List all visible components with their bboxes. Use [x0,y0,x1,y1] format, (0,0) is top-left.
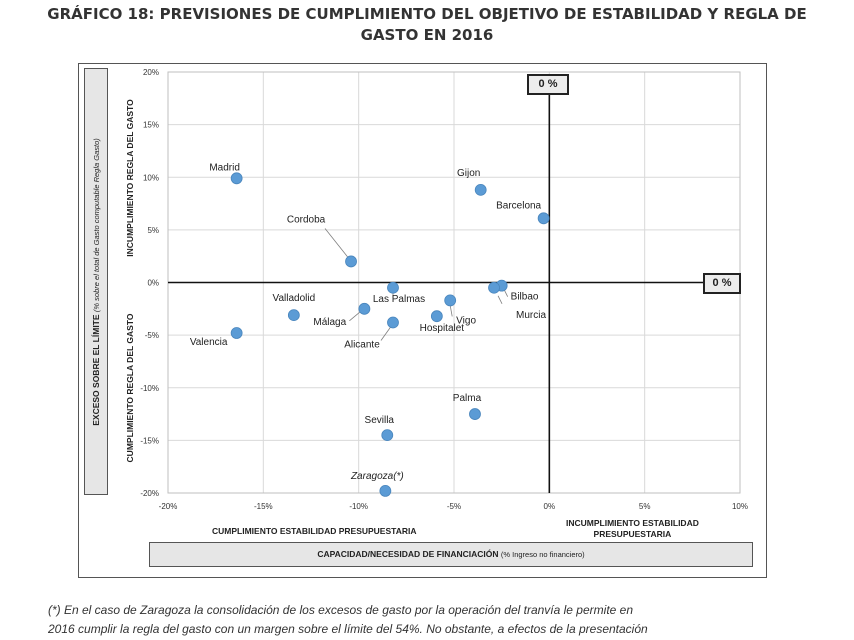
data-label: Barcelona [496,200,541,211]
quadrant-label-cumplimiento-estabilidad: CUMPLIMIENTO ESTABILIDAD PRESUPUESTARIA [212,526,417,536]
chart-title-line1: GRÁFICO 18: PREVISIONES DE CUMPLIMIENTO … [47,5,807,23]
y-tick-label: 5% [147,226,159,235]
y-tick-label: -20% [140,489,159,498]
data-label: Málaga [313,317,346,328]
y-tick-label: -5% [145,331,159,340]
data-label: Zaragoza(*) [350,471,404,482]
x-tick-label: 5% [639,502,651,511]
data-point [230,172,243,185]
data-label: Murcia [516,310,546,321]
x-tick-label: -10% [349,502,368,511]
x-axis-title-box: CAPACIDAD/NECESIDAD DE FINANCIACIÓN (% I… [149,542,753,567]
data-point [381,429,394,442]
x-tick-label: 0% [544,502,556,511]
leader-line [380,326,392,341]
chart-title: GRÁFICO 18: PREVISIONES DE CUMPLIMIENTO … [0,4,854,46]
y-tick-label: -15% [140,436,159,445]
x-tick-label: 10% [732,502,748,511]
data-point [230,327,243,339]
quadrant-label-incumplimiento-estabilidad: INCUMPLIMIENTO ESTABILIDAD PRESUPUESTARI… [566,518,699,540]
footnote: (*) En el caso de Zaragoza la consolidac… [48,601,818,639]
x-axis-title-main: CAPACIDAD/NECESIDAD DE FINANCIACIÓN [317,549,499,559]
data-label: Bilbao [511,292,539,303]
data-point [444,294,457,307]
x-axis-title-note: (% Ingreso no financiero) [500,550,585,559]
x-tick-label: -15% [254,502,273,511]
leader-line [497,295,503,304]
footnote-line2: 2016 cumplir la regla del gasto con un m… [48,622,648,636]
data-point [488,281,500,294]
data-label: Gijon [457,168,480,179]
x-tick-label: -5% [447,502,461,511]
data-point [387,316,399,329]
y-tick-label: 0% [147,279,159,288]
data-point [358,302,371,315]
data-point [379,484,392,497]
y-tick-label: 10% [143,173,159,182]
data-label: Palma [453,393,482,404]
data-label: Alicante [344,339,380,350]
quadrant-label-incumplimiento-l1: INCUMPLIMIENTO ESTABILIDAD [566,518,699,528]
leader-line [449,305,453,317]
zero-marker-right: 0 % [703,273,741,294]
data-label: Vigo [456,315,476,326]
y-axis-title-box: EXCESO SOBRE EL LÍMITE (% sobre el total… [84,68,108,495]
chart-title-line2: GASTO EN 2016 [360,26,494,44]
chart-frame [78,63,767,578]
data-point [469,408,481,420]
data-label: Hospitalet [420,323,465,334]
data-label: Valencia [190,337,228,348]
data-label: Sevilla [365,415,395,426]
zero-marker-top: 0 % [527,74,569,95]
y-tick-label: 15% [143,121,159,130]
leader-line [324,228,349,258]
quadrant-label-incumplimiento-l2: PRESUPUESTARIA [593,529,672,539]
data-point [345,255,357,268]
data-label: Madrid [209,162,240,173]
data-point [387,281,399,294]
y-tick-label: -10% [140,384,159,393]
footnote-line1: (*) En el caso de Zaragoza la consolidac… [48,603,634,617]
x-tick-label: -20% [159,502,178,511]
data-label: Valladolid [273,293,316,304]
data-label: Las Palmas [373,294,425,305]
data-point [287,309,300,322]
data-label: Cordoba [287,214,326,225]
leader-line [349,310,362,322]
data-point [430,310,443,323]
y-tick-label: 20% [143,68,159,77]
data-point [474,183,487,196]
data-point [537,212,550,225]
